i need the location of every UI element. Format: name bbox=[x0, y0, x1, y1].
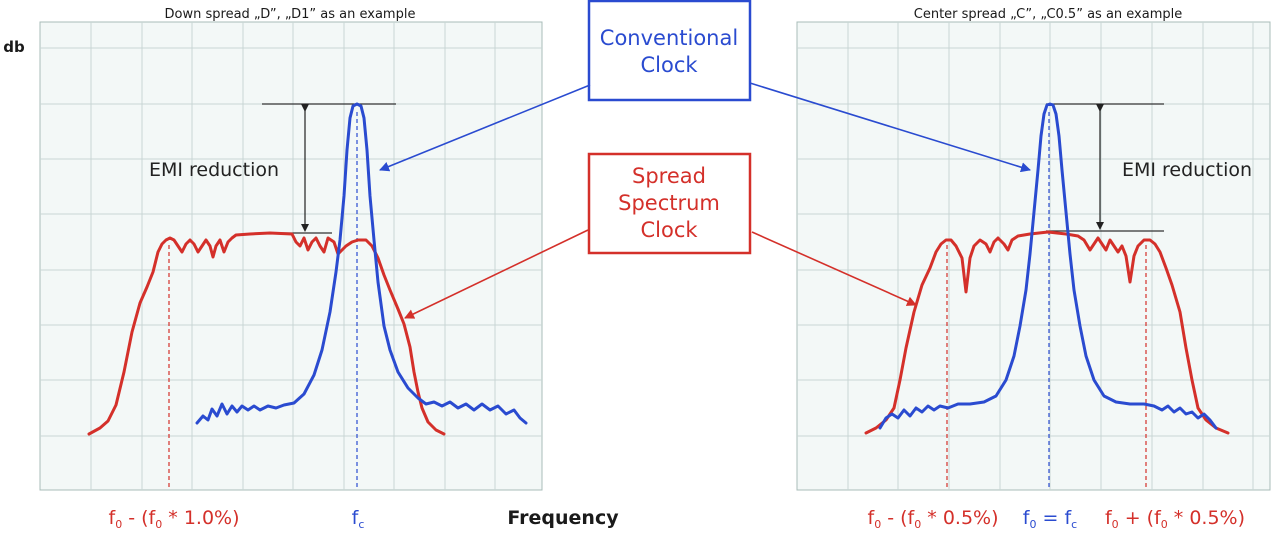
left-conventional-clock-curve bbox=[195, 102, 528, 425]
arrow-spread-right bbox=[751, 231, 917, 306]
left-spread-spectrum-curve bbox=[87, 231, 446, 436]
spread-spectrum-legend: Spread Spectrum Clock bbox=[587, 152, 752, 255]
arrow-spread-left bbox=[404, 229, 589, 319]
left-emi-reduction-label: EMI reduction bbox=[149, 159, 279, 181]
arrow-conventional-right bbox=[749, 82, 1031, 173]
left-caption: Down spread „D”, „D1” as an example bbox=[165, 7, 416, 22]
right-freq-label-f0-plus: f0 + (f0 * 0.5%) bbox=[1105, 507, 1245, 531]
left-plot-area bbox=[39, 21, 543, 491]
right-reference-lines bbox=[946, 103, 1164, 490]
left-reference-lines bbox=[168, 103, 396, 490]
spread-legend-line2: Spectrum bbox=[618, 191, 720, 215]
conventional-legend-line1: Conventional bbox=[600, 26, 738, 50]
right-panel bbox=[796, 21, 1271, 491]
right-freq-label-f0-minus: f0 - (f0 * 0.5%) bbox=[867, 507, 998, 531]
conventional-legend-line2: Clock bbox=[640, 53, 698, 77]
left-panel bbox=[39, 21, 543, 491]
x-axis-label: Frequency bbox=[507, 507, 619, 529]
right-spread-spectrum-curve bbox=[864, 230, 1230, 435]
left-grid bbox=[40, 22, 542, 490]
left-freq-label-f0-minus: f0 - (f0 * 1.0%) bbox=[108, 507, 239, 531]
spread-legend-line1: Spread bbox=[632, 164, 706, 188]
right-conventional-clock-curve bbox=[878, 102, 1218, 430]
right-freq-label-f0-equals-fc: f0 = fc bbox=[1023, 507, 1077, 531]
right-caption: Center spread „C”, „C0.5” as an example bbox=[914, 7, 1182, 22]
y-axis-label: db bbox=[3, 38, 25, 56]
arrow-conventional-left bbox=[379, 84, 591, 172]
right-emi-reduction-label: EMI reduction bbox=[1122, 159, 1252, 181]
spread-legend-line3: Clock bbox=[640, 218, 698, 242]
conventional-clock-legend: Conventional Clock bbox=[587, 0, 752, 102]
left-freq-label-fc: fc bbox=[352, 507, 365, 531]
right-grid bbox=[797, 22, 1270, 490]
right-plot-area bbox=[796, 21, 1271, 491]
